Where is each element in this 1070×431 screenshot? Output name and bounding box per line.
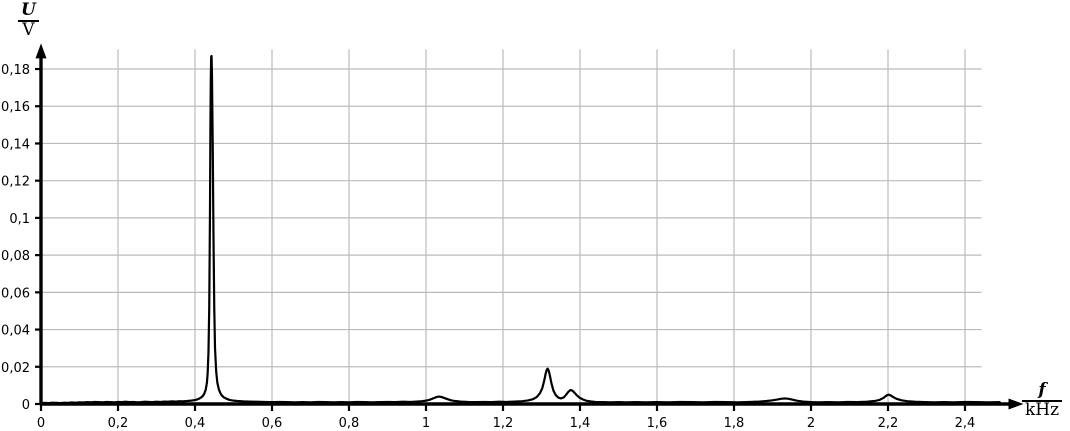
- y-tick-label: 0,16: [1, 100, 30, 115]
- x-axis-unit: kHz: [1022, 399, 1063, 420]
- y-tick-label: 0,12: [1, 175, 30, 190]
- y-tick-label: 0,02: [1, 361, 30, 376]
- axis-lines: [35, 43, 1024, 410]
- y-tick-label: 0,04: [1, 324, 30, 339]
- x-tick-label: 2,2: [878, 416, 899, 431]
- x-tick-label: 0,4: [185, 416, 206, 431]
- y-axis-label: U V: [18, 0, 39, 40]
- x-tick-label: 0,6: [262, 416, 283, 431]
- x-tick-label: 0,2: [108, 416, 129, 431]
- y-tick-label: 0,08: [1, 249, 30, 264]
- x-tick-label: 1,6: [647, 416, 668, 431]
- y-tick-label: 0,18: [1, 63, 30, 78]
- horizontal-gridlines: [41, 68, 982, 368]
- x-tick-label: 0: [37, 416, 45, 431]
- x-axis-tick-labels: 0 0,2 0,4 0,6 0,8 1 1,2 1,4 1,6 1,8 2 2,2 2,4: [37, 416, 975, 431]
- x-axis-quantity: f: [1038, 380, 1046, 400]
- x-tick-label: 0,8: [339, 416, 360, 431]
- x-axis-label: f kHz: [1022, 380, 1063, 420]
- y-tick-label: 0: [22, 398, 30, 413]
- x-tick-label: 1: [422, 416, 430, 431]
- x-tick-label: 1,4: [570, 416, 591, 431]
- x-tick-label: 2,4: [955, 416, 976, 431]
- y-axis-tick-labels: 0 0,02 0,04 0,06 0,08 0,1 0,12 0,14 0,16 0,18: [1, 63, 30, 413]
- y-tick-label: 0,06: [1, 286, 30, 301]
- x-tick-label: 1,2: [493, 416, 514, 431]
- y-tick-label: 0,1: [9, 212, 30, 227]
- y-axis-unit: V: [18, 19, 39, 40]
- y-axis-quantity: U: [21, 0, 36, 20]
- spectrum-trace: [39, 54, 1001, 405]
- x-tick-label: 2: [807, 416, 815, 431]
- vertical-gridlines: [117, 49, 966, 404]
- x-tick-label: 1,8: [724, 416, 745, 431]
- spectrum-path: [39, 54, 1001, 405]
- y-tick-label: 0,14: [1, 137, 30, 152]
